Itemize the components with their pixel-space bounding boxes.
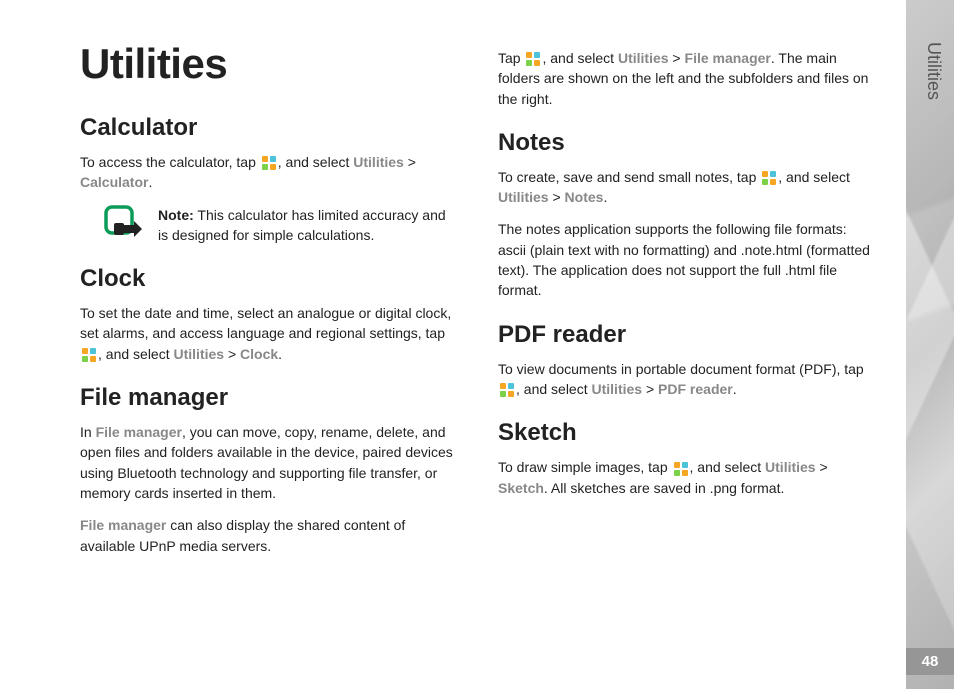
nav-pdfreader: PDF reader [658, 381, 733, 397]
page-number: 48 [906, 648, 954, 675]
note-label: Note: [158, 207, 194, 223]
text: . [278, 346, 282, 362]
text: In [80, 424, 96, 440]
section-heading-clock: Clock [80, 265, 458, 293]
text: . All sketches are saved in .png format. [544, 480, 784, 496]
text: To access the calculator, tap [80, 154, 260, 170]
section-heading-filemanager: File manager [80, 384, 458, 412]
apps-icon [673, 461, 689, 477]
text: To set the date and time, select an anal… [80, 305, 451, 341]
filemanager-bold: File manager [96, 424, 182, 440]
nav-utilities: Utilities [765, 459, 816, 475]
sidebar-texture [906, 0, 954, 689]
nav-notes: Notes [565, 189, 604, 205]
sketch-body: To draw simple images, tap , and select … [498, 457, 876, 498]
text: , and select [98, 346, 174, 362]
text: . [148, 174, 152, 190]
text: > [816, 459, 828, 475]
pdf-body: To view documents in portable document f… [498, 359, 876, 400]
left-column: Utilities Calculator To access the calcu… [80, 40, 458, 669]
text: , and select [542, 50, 618, 66]
nav-sketch: Sketch [498, 480, 544, 496]
section-heading-notes: Notes [498, 129, 876, 157]
text: Tap [498, 50, 524, 66]
filemanager-p1: In File manager, you can move, copy, ren… [80, 422, 458, 503]
page-container: Utilities Calculator To access the calcu… [0, 0, 954, 689]
section-heading-calculator: Calculator [80, 114, 458, 142]
side-label: Utilities [923, 42, 944, 100]
text: , and select [778, 169, 850, 185]
text: To draw simple images, tap [498, 459, 672, 475]
note-text: Note: This calculator has limited accura… [158, 205, 458, 246]
nav-filemanager: File manager [685, 50, 771, 66]
filemanager-bold: File manager [80, 517, 166, 533]
text: This calculator has limited accuracy and… [158, 207, 446, 243]
clock-body: To set the date and time, select an anal… [80, 303, 458, 364]
apps-icon [261, 155, 277, 171]
text: , and select [516, 381, 592, 397]
right-column: Tap , and select Utilities > File manage… [498, 40, 876, 669]
apps-icon [81, 347, 97, 363]
nav-utilities: Utilities [174, 346, 225, 362]
apps-icon [525, 51, 541, 67]
content-area: Utilities Calculator To access the calcu… [0, 0, 906, 689]
nav-utilities: Utilities [618, 50, 669, 66]
apps-icon [499, 382, 515, 398]
nav-calculator: Calculator [80, 174, 148, 190]
text: To create, save and send small notes, ta… [498, 169, 760, 185]
note-block: Note: This calculator has limited accura… [104, 205, 458, 246]
text: To view documents in portable document f… [498, 361, 864, 377]
sidebar: Utilities 48 [906, 0, 954, 689]
notes-p1: To create, save and send small notes, ta… [498, 167, 876, 208]
nav-clock: Clock [240, 346, 278, 362]
nav-utilities: Utilities [498, 189, 549, 205]
filemanager-tap: Tap , and select Utilities > File manage… [498, 48, 876, 109]
text: > [404, 154, 416, 170]
text: > [669, 50, 685, 66]
section-heading-pdf: PDF reader [498, 321, 876, 349]
note-icon [104, 205, 144, 241]
text: . [733, 381, 737, 397]
filemanager-p2: File manager can also display the shared… [80, 515, 458, 556]
text: > [549, 189, 565, 205]
text: > [224, 346, 240, 362]
calculator-body: To access the calculator, tap , and sele… [80, 152, 458, 193]
apps-icon [761, 170, 777, 186]
notes-p2: The notes application supports the follo… [498, 219, 876, 300]
text: , and select [690, 459, 766, 475]
text: , and select [278, 154, 354, 170]
text: . [603, 189, 607, 205]
section-heading-sketch: Sketch [498, 419, 876, 447]
nav-utilities: Utilities [353, 154, 404, 170]
nav-utilities: Utilities [592, 381, 643, 397]
text: > [642, 381, 658, 397]
page-title: Utilities [80, 40, 458, 88]
